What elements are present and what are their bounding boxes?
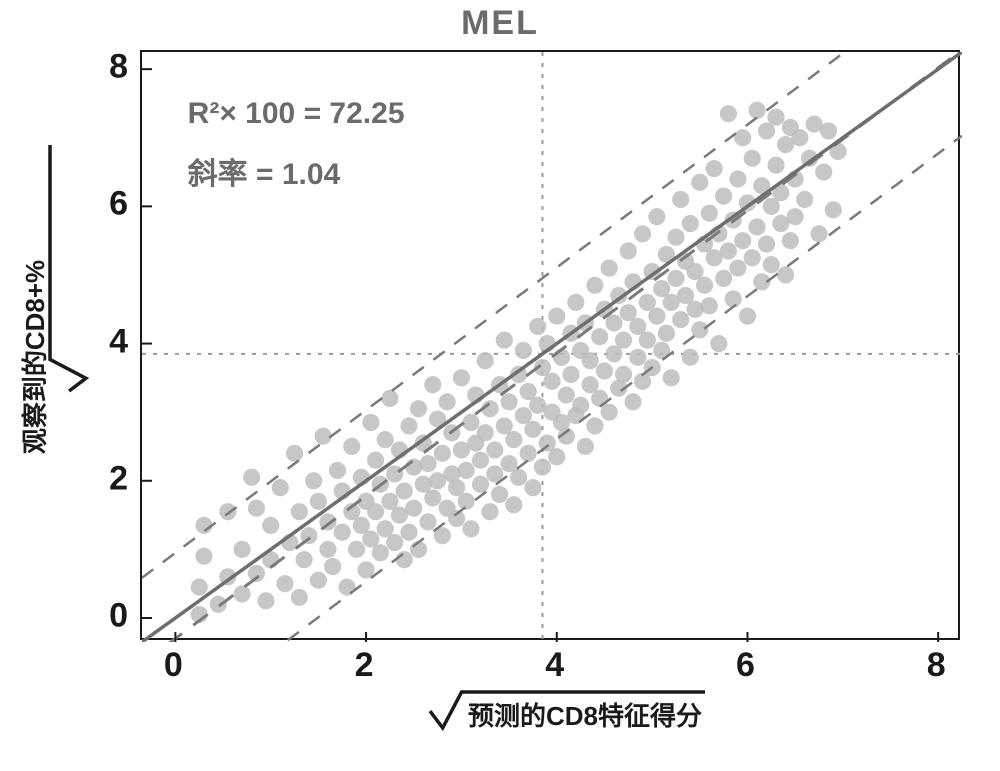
plot-area xyxy=(140,50,960,640)
y-axis-label: 观察到的CD8+% xyxy=(15,260,52,454)
y-tick-label: 2 xyxy=(109,459,128,498)
y-tick-label: 0 xyxy=(109,596,128,635)
x-tick-label: 8 xyxy=(927,646,946,685)
chart-title: MEL xyxy=(0,4,1000,43)
annotation-r2: R²× 100 = 72.25 xyxy=(188,97,405,131)
plot-svg xyxy=(142,52,962,642)
ci-upper-line xyxy=(142,0,962,578)
identity-line xyxy=(142,52,962,642)
y-tick-label: 8 xyxy=(109,48,128,87)
x-tick-label: 0 xyxy=(164,646,183,685)
x-axis-label: 预测的CD8特征得分 xyxy=(468,696,702,733)
y-tick-label: 4 xyxy=(109,322,128,361)
y-axis-sqrt xyxy=(46,143,93,393)
x-tick-label: 4 xyxy=(545,646,564,685)
figure-root: MEL 预测的CD8特征得分 观察到的CD8+% R²× 100 = 72.25… xyxy=(0,0,1000,771)
annotation-slope: 斜率 = 1.04 xyxy=(188,149,341,193)
x-tick-label: 6 xyxy=(736,646,755,685)
x-tick-label: 2 xyxy=(355,646,374,685)
y-tick-label: 6 xyxy=(109,185,128,224)
